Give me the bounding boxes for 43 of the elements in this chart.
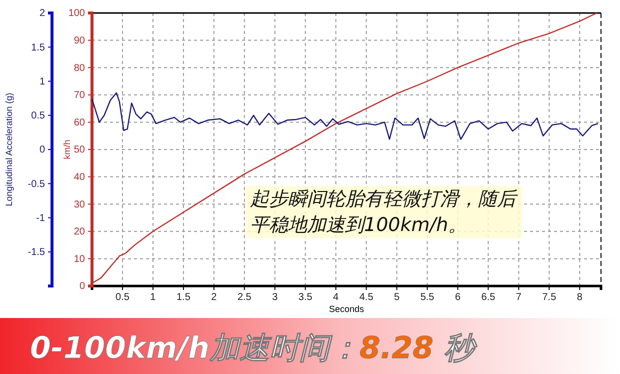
y2-axis-title: Longitudinal Acceleration (g) — [4, 92, 14, 206]
x-tick-label: 3 — [272, 292, 278, 304]
y-tick-label: 70 — [74, 90, 86, 102]
x-tick-label: 0.5 — [116, 292, 130, 304]
y-tick-label: 10 — [74, 254, 86, 265]
y2-tick-label: 0.5 — [31, 110, 46, 122]
y-tick-label: 100 — [68, 8, 86, 20]
y-tick-label: 40 — [74, 172, 86, 183]
annotation: 平稳地加速到100km/h。 — [250, 214, 468, 236]
x-tick-label: 6.5 — [481, 292, 496, 304]
line-series — [91, 12, 598, 284]
y-tick-label: 90 — [74, 36, 86, 46]
y2-tick-label: 1 — [39, 76, 46, 88]
y2-tick-label: 0 — [39, 144, 46, 156]
y-tick-label: 80 — [74, 62, 86, 74]
y2-tick-label: -1 — [36, 212, 46, 224]
y-tick-label: 20 — [74, 226, 86, 238]
x-tick-label: 1 — [150, 292, 156, 304]
line-series — [91, 92, 599, 140]
y2-tick-label: 1.5 — [31, 42, 46, 54]
annotation: 起步瞬间轮胎有轻微打滑，随后 — [250, 188, 518, 210]
y-tick-label: 0 — [79, 281, 86, 292]
x-tick-label: 5.5 — [420, 292, 435, 304]
x-tick-label: 3.5 — [298, 292, 313, 304]
x-tick-label: 5 — [394, 292, 400, 304]
x-tick-label: 1.5 — [176, 292, 191, 304]
x-tick-label: 4.5 — [359, 292, 374, 304]
y2-tick-label: -0.5 — [28, 178, 46, 190]
text: 0-100km/h加速时间：8.28 秒 — [30, 331, 478, 366]
x-tick-label: 6 — [454, 292, 461, 304]
y2-tick-label: -1.5 — [28, 247, 46, 258]
x-axis-title: Seconds — [328, 304, 365, 314]
x-tick-label: 2.5 — [237, 292, 252, 304]
y2-tick-label: 2 — [39, 8, 46, 20]
x-tick-label: 7.5 — [542, 292, 557, 304]
y-tick-label: 60 — [74, 117, 86, 128]
x-tick-label: 2 — [211, 292, 218, 304]
y-tick-label: 30 — [74, 199, 86, 210]
y-axis-title: km/h — [62, 140, 72, 160]
x-tick-label: 7 — [516, 292, 522, 304]
x-tick-label: 8 — [576, 292, 583, 304]
y-tick-label: 50 — [74, 144, 86, 156]
x-tick-label: 4 — [333, 292, 340, 304]
